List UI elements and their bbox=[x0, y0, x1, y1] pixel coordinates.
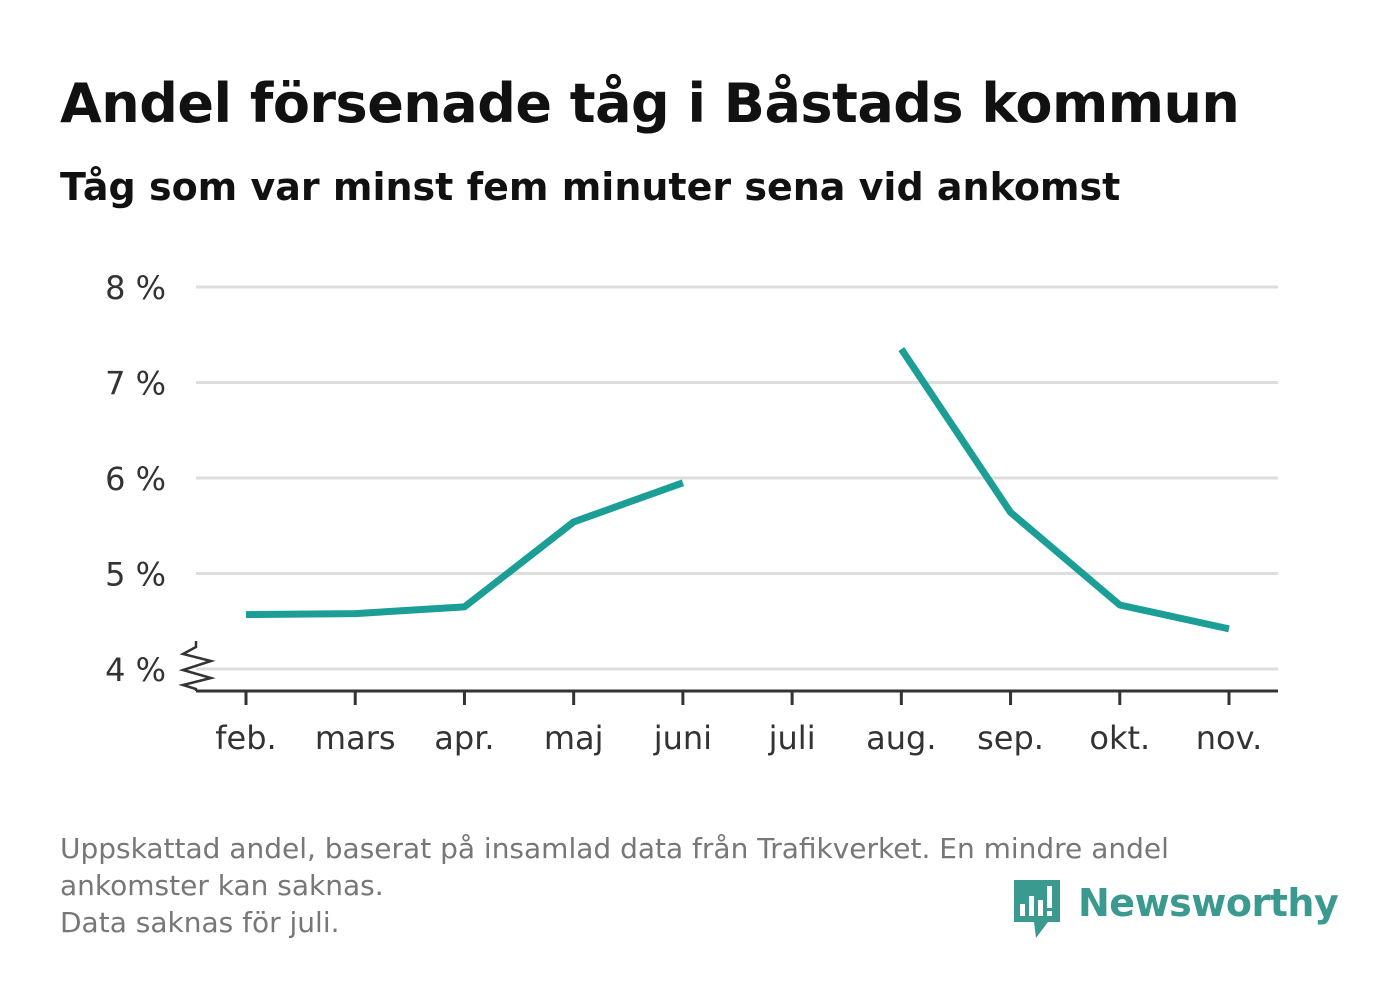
logo-bar bbox=[1029, 896, 1034, 916]
y-axis-break bbox=[178, 641, 216, 691]
x-tick-label: nov. bbox=[1196, 719, 1262, 757]
newsworthy-logo-icon bbox=[1014, 880, 1060, 938]
x-tick-label: apr. bbox=[434, 719, 494, 757]
gridlines bbox=[196, 285, 1278, 671]
x-axis bbox=[178, 641, 1278, 693]
series-line bbox=[898, 347, 1230, 633]
brand-name: Newsworthy bbox=[1078, 881, 1339, 925]
x-tick-label: juni bbox=[653, 719, 712, 757]
x-tick-label: feb. bbox=[215, 719, 276, 757]
x-tick-label: okt. bbox=[1089, 719, 1150, 757]
logo-bar bbox=[1038, 900, 1043, 916]
y-tick-label: 7 % bbox=[105, 365, 166, 403]
footnote-line: Uppskattad andel, baserat på insamlad da… bbox=[60, 832, 1169, 865]
series-lines bbox=[245, 347, 1230, 633]
footnote-line: Data saknas för juli. bbox=[60, 906, 340, 939]
y-tick-label: 6 % bbox=[105, 460, 166, 498]
y-tick-label: 4 % bbox=[105, 651, 166, 689]
x-axis-ticks: feb. mars apr. maj juni juli aug. sep. okt. nov. bbox=[215, 691, 1262, 757]
logo-bar bbox=[1020, 904, 1025, 916]
footnote: Uppskattad andel, baserat på insamlad da… bbox=[60, 830, 1320, 941]
line-chart: 4 % 5 % 6 % 7 % 8 % feb. mars apr. maj juni juli a… bbox=[105, 269, 1278, 757]
x-tick-label: mars bbox=[315, 719, 396, 757]
x-tick-label: sep. bbox=[977, 719, 1044, 757]
chart-subtitle: Tåg som var minst fem minuter sena vid a… bbox=[60, 165, 1121, 209]
logo-bar bbox=[1047, 911, 1052, 916]
chart-title: Andel försenade tåg i Båstads kommun bbox=[60, 72, 1240, 135]
brand: Newsworthy bbox=[1012, 878, 1339, 940]
y-axis-ticks: 4 % 5 % 6 % 7 % 8 % bbox=[105, 269, 166, 689]
logo-bar bbox=[1047, 886, 1052, 908]
x-tick-label: maj bbox=[544, 719, 604, 757]
footnote-line: ankomster kan saknas. bbox=[60, 869, 384, 902]
x-tick-label: juli bbox=[768, 719, 816, 757]
y-tick-label: 5 % bbox=[105, 556, 166, 594]
x-tick-label: aug. bbox=[866, 719, 936, 757]
y-tick-label: 8 % bbox=[105, 269, 166, 307]
series-line bbox=[245, 479, 685, 619]
